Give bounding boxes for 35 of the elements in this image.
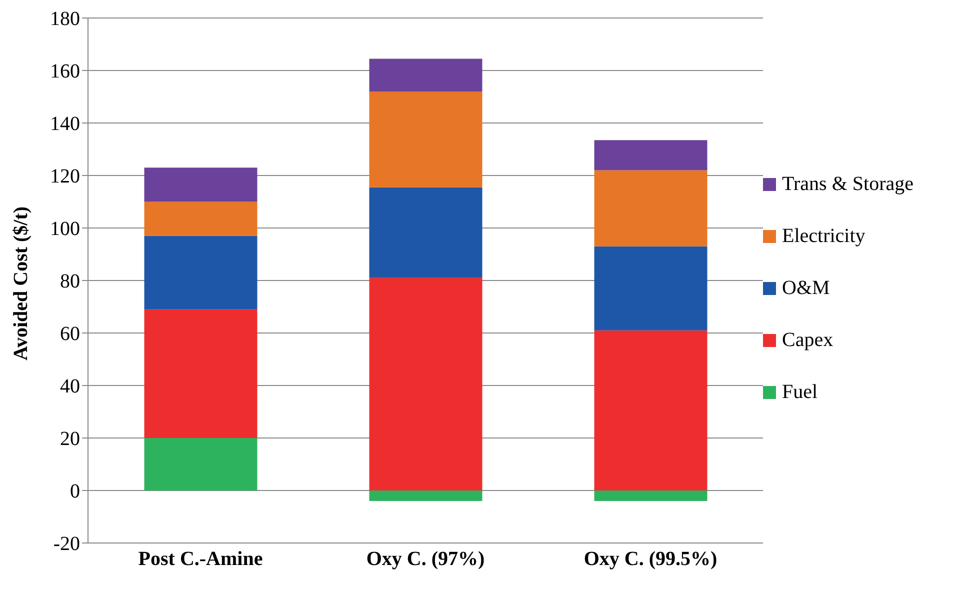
y-tick-label: 40: [60, 376, 80, 398]
y-tick-label: -20: [53, 533, 80, 556]
bar: [144, 202, 258, 236]
legend-label: Capex: [782, 329, 834, 352]
bar: [144, 168, 258, 202]
bar: [144, 438, 258, 490]
legend-label: Electricity: [782, 225, 866, 248]
y-tick-label: 140: [50, 113, 80, 136]
x-tick-label: Oxy C. (99.5%): [584, 548, 718, 570]
y-axis-title: Avoided Cost ($/t): [10, 206, 32, 360]
legend-label: O&M: [782, 277, 830, 300]
y-tick-label: 160: [50, 60, 80, 83]
bar: [594, 330, 708, 490]
bar: [369, 92, 482, 188]
legend-label: Trans & Storage: [782, 173, 914, 196]
y-tick-label: 0: [70, 480, 80, 503]
legend-label: Fuel: [782, 381, 818, 404]
y-tick-label: 80: [60, 270, 80, 293]
bar: [594, 140, 708, 170]
x-tick-label: Oxy C. (97%): [366, 548, 485, 570]
bar: [144, 309, 258, 438]
bar: [594, 490, 708, 501]
bar: [369, 490, 482, 501]
bar: [369, 58, 482, 92]
bar: [594, 170, 708, 246]
y-tick-label: 180: [50, 8, 80, 30]
x-tick-label: Post C.-Amine: [138, 548, 263, 570]
y-tick-label: 60: [60, 323, 80, 346]
y-tick-label: 100: [50, 218, 80, 240]
bar: [144, 236, 258, 310]
y-tick-label: 120: [50, 166, 80, 188]
y-tick-label: 20: [60, 428, 80, 450]
bar: [594, 246, 708, 330]
bar: [369, 187, 482, 278]
bar: [369, 278, 482, 490]
